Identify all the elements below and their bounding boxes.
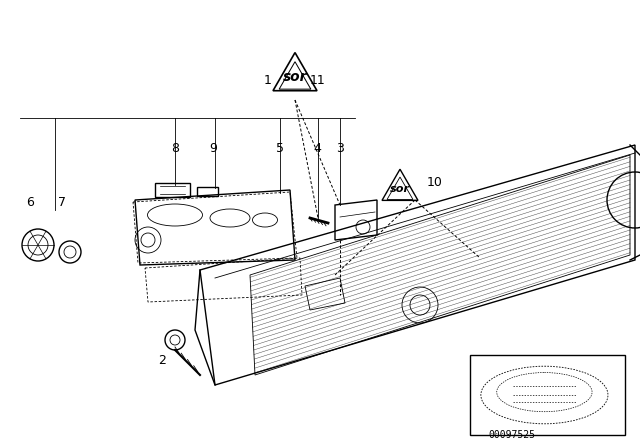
Text: 2: 2 — [158, 353, 166, 366]
Text: 7: 7 — [58, 197, 66, 210]
Text: 00097525: 00097525 — [488, 430, 536, 440]
Text: 1: 1 — [264, 73, 272, 86]
Text: 10: 10 — [427, 177, 443, 190]
Text: 11: 11 — [310, 73, 326, 86]
Text: 9: 9 — [209, 142, 217, 155]
Text: 6: 6 — [26, 197, 34, 210]
Text: 3: 3 — [336, 142, 344, 155]
Text: sor: sor — [283, 70, 307, 84]
Bar — [470, 355, 625, 435]
Text: 4: 4 — [313, 142, 321, 155]
Text: 8: 8 — [171, 142, 179, 155]
Text: 5: 5 — [276, 142, 284, 155]
Text: sor: sor — [390, 185, 410, 194]
